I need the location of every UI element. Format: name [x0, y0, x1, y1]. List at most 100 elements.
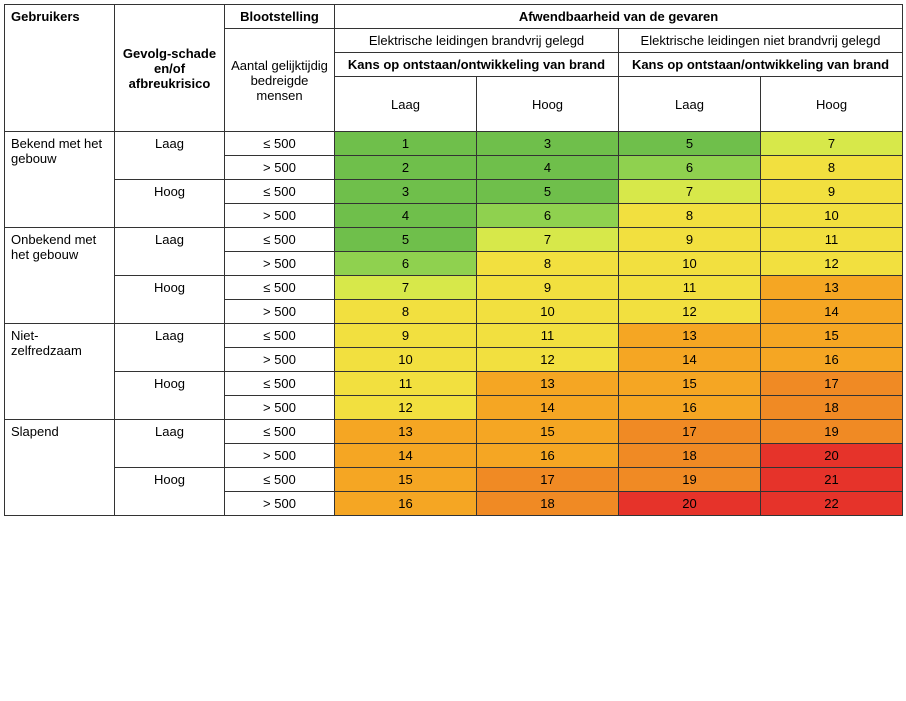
exposure-cell: ≤ 500	[225, 228, 335, 252]
value-cell: 4	[335, 204, 477, 228]
value-cell: 19	[761, 420, 903, 444]
value-cell: 12	[619, 300, 761, 324]
value-cell: 21	[761, 468, 903, 492]
exposure-cell: > 500	[225, 204, 335, 228]
value-cell: 12	[335, 396, 477, 420]
hdr-gebruikers: Gebruikers	[5, 5, 115, 132]
user-group-cell: Onbekend met het gebouw	[5, 228, 115, 324]
hdr-gevolg: Gevolg-schade en/of afbreukrisico	[115, 5, 225, 132]
hdr-aantal: Aantal gelijktijdig bedreigde mensen	[225, 29, 335, 132]
table-row: Hoog≤ 500791113	[5, 276, 903, 300]
value-cell: 3	[477, 132, 619, 156]
value-cell: 19	[619, 468, 761, 492]
value-cell: 13	[761, 276, 903, 300]
exposure-cell: ≤ 500	[225, 420, 335, 444]
value-cell: 10	[761, 204, 903, 228]
user-group-cell: Niet-zelfredzaam	[5, 324, 115, 420]
value-cell: 9	[477, 276, 619, 300]
table-row: Hoog≤ 50011131517	[5, 372, 903, 396]
gevolg-cell: Hoog	[115, 180, 225, 228]
hdr-hoog-2: Hoog	[761, 77, 903, 132]
value-cell: 7	[477, 228, 619, 252]
value-cell: 7	[335, 276, 477, 300]
value-cell: 10	[477, 300, 619, 324]
value-cell: 15	[477, 420, 619, 444]
value-cell: 16	[761, 348, 903, 372]
value-cell: 2	[335, 156, 477, 180]
value-cell: 12	[477, 348, 619, 372]
value-cell: 20	[761, 444, 903, 468]
table-header: Gebruikers Gevolg-schade en/of afbreukri…	[5, 5, 903, 132]
value-cell: 3	[335, 180, 477, 204]
value-cell: 6	[619, 156, 761, 180]
table-body: Bekend met het gebouwLaag≤ 5001357> 5002…	[5, 132, 903, 516]
exposure-cell: ≤ 500	[225, 180, 335, 204]
value-cell: 7	[761, 132, 903, 156]
value-cell: 17	[619, 420, 761, 444]
user-group-cell: Slapend	[5, 420, 115, 516]
gevolg-cell: Laag	[115, 420, 225, 468]
hdr-laag-2: Laag	[619, 77, 761, 132]
value-cell: 16	[619, 396, 761, 420]
value-cell: 6	[335, 252, 477, 276]
value-cell: 5	[335, 228, 477, 252]
value-cell: 8	[335, 300, 477, 324]
exposure-cell: > 500	[225, 492, 335, 516]
value-cell: 4	[477, 156, 619, 180]
hdr-brandvrij: Elektrische leidingen brandvrij gelegd	[335, 29, 619, 53]
gevolg-cell: Hoog	[115, 276, 225, 324]
exposure-cell: > 500	[225, 444, 335, 468]
exposure-cell: > 500	[225, 348, 335, 372]
value-cell: 20	[619, 492, 761, 516]
table-row: Onbekend met het gebouwLaag≤ 50057911	[5, 228, 903, 252]
value-cell: 15	[761, 324, 903, 348]
value-cell: 12	[761, 252, 903, 276]
gevolg-cell: Laag	[115, 228, 225, 276]
value-cell: 14	[335, 444, 477, 468]
hdr-laag-1: Laag	[335, 77, 477, 132]
gevolg-cell: Laag	[115, 324, 225, 372]
value-cell: 8	[619, 204, 761, 228]
value-cell: 17	[477, 468, 619, 492]
table-row: Niet-zelfredzaamLaag≤ 5009111315	[5, 324, 903, 348]
value-cell: 16	[477, 444, 619, 468]
value-cell: 11	[477, 324, 619, 348]
gevolg-cell: Hoog	[115, 372, 225, 420]
user-group-cell: Bekend met het gebouw	[5, 132, 115, 228]
value-cell: 13	[477, 372, 619, 396]
value-cell: 7	[619, 180, 761, 204]
value-cell: 5	[619, 132, 761, 156]
value-cell: 5	[477, 180, 619, 204]
value-cell: 9	[335, 324, 477, 348]
hdr-blootstelling: Blootstelling	[225, 5, 335, 29]
value-cell: 22	[761, 492, 903, 516]
value-cell: 13	[619, 324, 761, 348]
risk-matrix-table: Gebruikers Gevolg-schade en/of afbreukri…	[4, 4, 903, 516]
value-cell: 1	[335, 132, 477, 156]
value-cell: 11	[761, 228, 903, 252]
value-cell: 10	[335, 348, 477, 372]
exposure-cell: > 500	[225, 300, 335, 324]
value-cell: 11	[619, 276, 761, 300]
value-cell: 9	[619, 228, 761, 252]
value-cell: 14	[761, 300, 903, 324]
value-cell: 10	[619, 252, 761, 276]
value-cell: 14	[477, 396, 619, 420]
gevolg-cell: Hoog	[115, 468, 225, 516]
exposure-cell: ≤ 500	[225, 132, 335, 156]
hdr-niet-brandvrij: Elektrische leidingen niet brandvrij gel…	[619, 29, 903, 53]
table-row: SlapendLaag≤ 50013151719	[5, 420, 903, 444]
value-cell: 15	[335, 468, 477, 492]
value-cell: 15	[619, 372, 761, 396]
exposure-cell: ≤ 500	[225, 276, 335, 300]
value-cell: 6	[477, 204, 619, 228]
value-cell: 17	[761, 372, 903, 396]
exposure-cell: > 500	[225, 396, 335, 420]
value-cell: 18	[477, 492, 619, 516]
exposure-cell: ≤ 500	[225, 372, 335, 396]
gevolg-cell: Laag	[115, 132, 225, 180]
hdr-hoog-1: Hoog	[477, 77, 619, 132]
value-cell: 18	[761, 396, 903, 420]
hdr-kans-2: Kans op ontstaan/ontwikkeling van brand	[619, 53, 903, 77]
exposure-cell: ≤ 500	[225, 468, 335, 492]
